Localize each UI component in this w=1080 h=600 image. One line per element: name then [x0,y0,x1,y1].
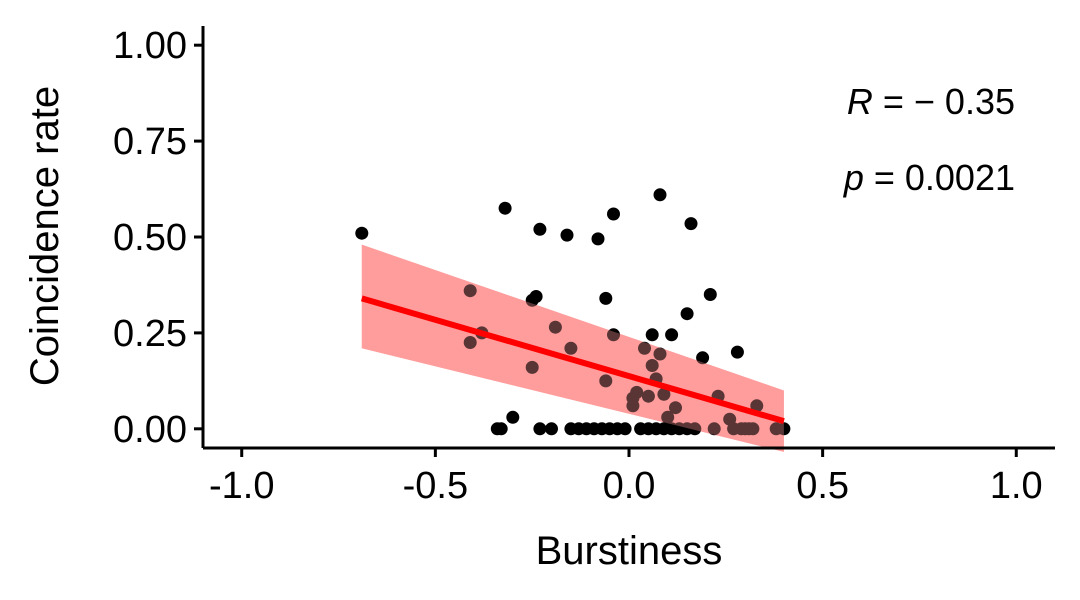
r-annotation: R = − 0.35 [847,81,1015,122]
ticks-layer: -1.0 -0.5 0.0 0.5 1.0 0.00 0.25 0.50 0.75 1.00 [113,25,1043,507]
data-point [529,290,543,303]
data-point [638,341,651,355]
data-point [607,207,620,221]
data-point [545,422,558,436]
data-point [533,422,547,436]
data-point [641,389,655,403]
p-symbol: p [843,157,864,198]
data-point [669,401,682,415]
data-point [494,422,508,436]
data-point [591,232,605,246]
data-point [777,422,791,436]
data-point [599,374,613,388]
data-point [684,217,698,231]
data-point [653,188,667,202]
data-point [355,226,369,240]
x-tick-label: 1.0 [990,465,1043,507]
r-symbol: R [847,81,873,122]
data-point [750,399,764,413]
data-point [746,422,760,436]
y-tick-label: 0.00 [113,409,187,451]
data-point [645,328,659,342]
data-point [498,201,512,215]
points-layer [355,188,791,436]
data-point [680,307,694,321]
regression-line [360,295,785,425]
y-tick-label: 0.75 [113,121,187,163]
data-point [618,422,632,436]
data-point [707,422,721,436]
y-tick-label: 0.25 [113,313,187,355]
data-point [548,320,562,334]
ci-ribbon-overlay [361,244,784,452]
data-point [665,328,679,342]
data-point [599,291,613,305]
r-value: = − 0.35 [873,81,1015,122]
y-tick-label: 0.50 [113,217,187,259]
data-point [703,288,717,301]
x-tick-label: 0.5 [796,465,849,507]
data-point [533,222,547,236]
data-point [645,359,659,372]
y-axis-title: Coincidence rate [23,86,67,386]
data-point [607,328,620,342]
data-point [564,341,578,355]
data-point [525,360,539,374]
data-point [630,385,644,399]
data-point [696,351,710,365]
x-axis-title: Burstiness [536,529,723,573]
data-point [506,410,520,424]
data-point [463,336,477,349]
y-tick-label: 1.00 [113,25,187,67]
x-tick-label: -1.0 [209,465,274,507]
data-point [653,347,667,361]
p-annotation: p = 0.0021 [843,157,1015,198]
data-point [463,284,477,298]
data-point [661,410,675,424]
p-value: = 0.0021 [864,157,1015,198]
data-point [688,422,702,436]
data-point [657,387,671,401]
data-point [560,228,574,242]
fit-layer [360,244,785,452]
data-point [730,345,744,359]
x-tick-label: 0.0 [603,465,656,507]
x-tick-label: -0.5 [403,465,468,507]
